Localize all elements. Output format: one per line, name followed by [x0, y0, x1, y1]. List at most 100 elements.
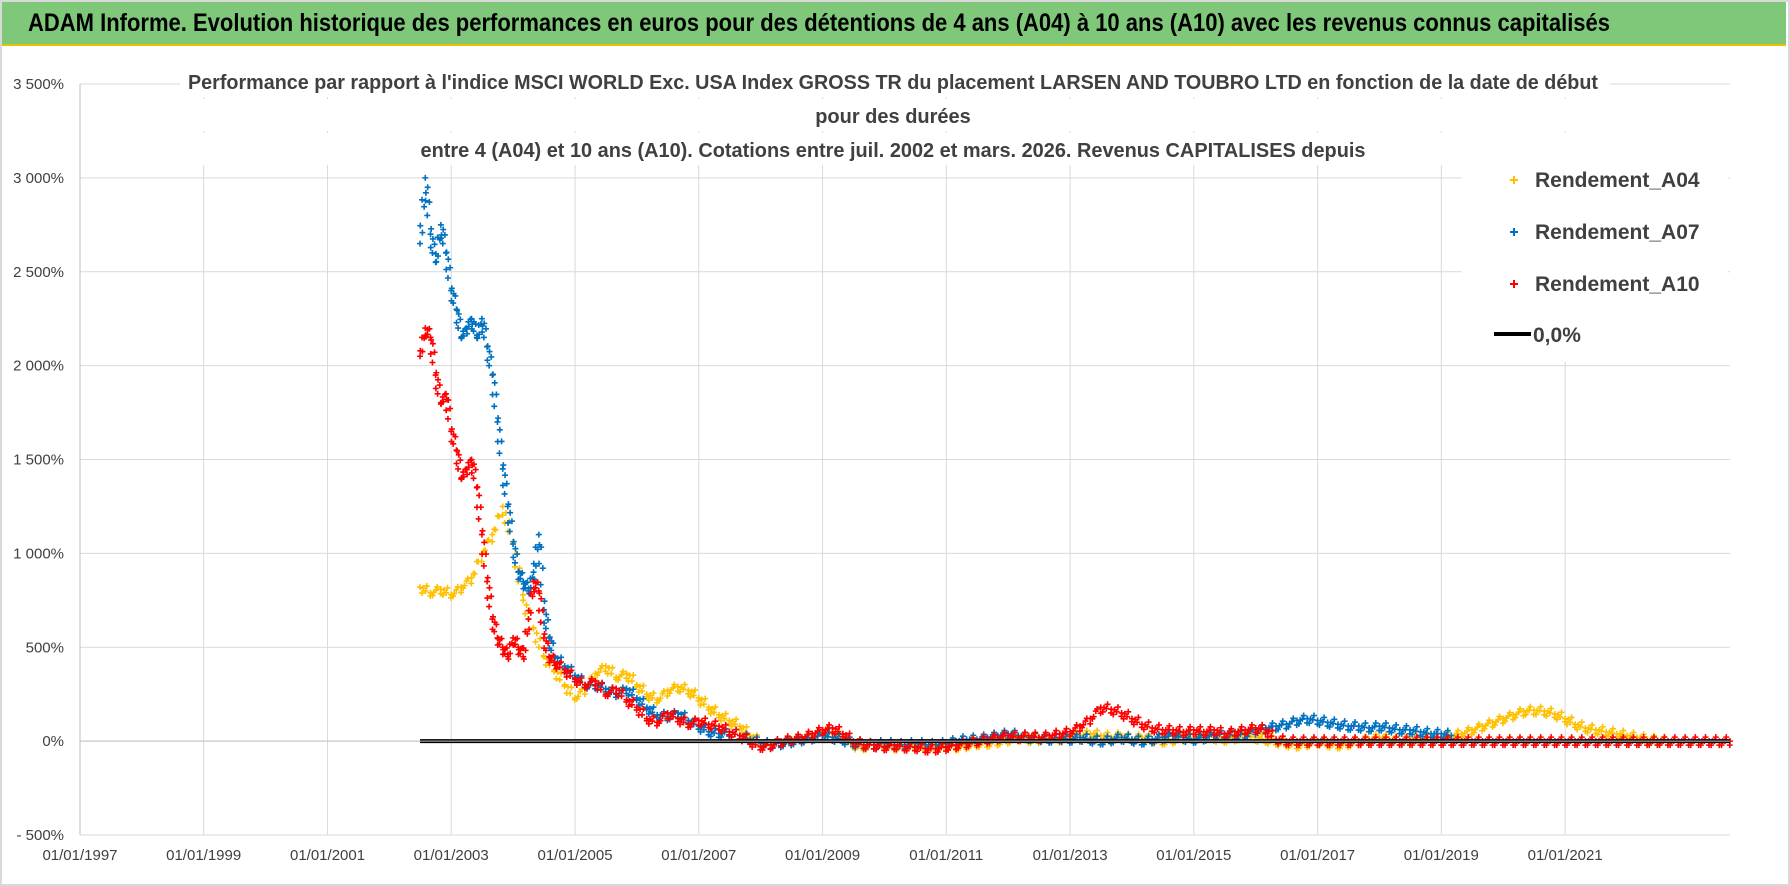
data-point	[1594, 731, 1601, 738]
data-point	[458, 335, 465, 342]
data-point	[740, 724, 747, 731]
data-point	[486, 362, 493, 369]
data-point	[1216, 729, 1223, 736]
data-point	[1145, 733, 1152, 740]
data-point	[1104, 701, 1111, 708]
data-point	[439, 591, 446, 598]
data-point	[1058, 733, 1065, 740]
data-point	[1114, 731, 1121, 738]
data-point	[1568, 714, 1575, 721]
data-point	[623, 685, 630, 692]
data-point	[458, 589, 465, 596]
data-point	[1306, 720, 1313, 727]
data-point	[534, 579, 541, 586]
data-point	[545, 616, 552, 623]
data-point	[1357, 727, 1364, 734]
data-point	[426, 199, 433, 206]
data-point	[563, 673, 570, 680]
data-point	[1114, 704, 1121, 711]
data-point	[1172, 731, 1179, 738]
data-point	[917, 745, 924, 752]
data-point	[608, 670, 615, 677]
data-point	[1166, 722, 1173, 729]
data-point	[677, 721, 684, 728]
data-point	[645, 710, 652, 717]
y-tick-label: 3 000%	[13, 170, 64, 187]
data-point	[457, 316, 464, 323]
data-point	[628, 678, 635, 685]
data-point	[450, 300, 457, 307]
data-point	[539, 565, 546, 572]
x-tick-label: 01/01/2007	[661, 847, 736, 864]
data-point	[647, 705, 654, 712]
data-point	[1522, 711, 1529, 718]
data-point	[1393, 721, 1400, 728]
data-point	[716, 711, 723, 718]
data-point	[831, 730, 838, 737]
data-point	[628, 701, 635, 708]
data-point	[1475, 720, 1482, 727]
data-point	[721, 715, 728, 722]
data-point	[417, 240, 424, 247]
data-point	[484, 578, 491, 585]
data-point	[623, 696, 630, 703]
data-point	[1130, 721, 1137, 728]
legend-backdrop	[1462, 152, 1728, 362]
series-rendement_a07	[417, 174, 1455, 752]
data-point	[489, 538, 496, 545]
data-point	[441, 231, 448, 238]
data-point	[1620, 727, 1627, 734]
legend-marker	[1510, 228, 1518, 236]
banner-title: ADAM Informe. Evolution historique des p…	[28, 8, 1611, 37]
data-point	[637, 696, 644, 703]
data-point	[444, 415, 451, 422]
data-point	[588, 675, 595, 682]
data-point	[602, 663, 609, 670]
data-point	[556, 676, 563, 683]
data-point	[1331, 716, 1338, 723]
data-point	[455, 325, 462, 332]
data-point	[573, 695, 580, 702]
data-point	[1352, 719, 1359, 726]
data-point	[1099, 708, 1106, 715]
data-point	[537, 619, 544, 626]
data-point	[1470, 729, 1477, 736]
data-point	[700, 719, 707, 726]
data-point	[1562, 715, 1569, 722]
data-point	[1021, 729, 1028, 736]
data-point	[1264, 733, 1271, 740]
data-point	[503, 644, 510, 651]
data-point	[477, 504, 484, 511]
data-point	[488, 353, 495, 360]
data-point	[522, 610, 529, 617]
data-point	[733, 726, 740, 733]
data-point	[749, 744, 756, 751]
data-point	[535, 644, 542, 651]
data-point	[1104, 733, 1111, 740]
data-point	[728, 733, 735, 740]
data-point	[630, 686, 637, 693]
data-point	[498, 635, 505, 642]
data-point	[1269, 720, 1276, 727]
data-point	[1207, 723, 1214, 730]
data-point	[945, 747, 952, 754]
data-point	[1266, 728, 1273, 735]
data-point	[708, 705, 715, 712]
data-point	[675, 709, 682, 716]
data-point	[1072, 724, 1079, 731]
data-point	[1128, 715, 1135, 722]
data-point	[1553, 716, 1560, 723]
data-point	[1295, 720, 1302, 727]
data-point	[1187, 723, 1194, 730]
data-point	[503, 480, 510, 487]
data-point	[1011, 729, 1018, 736]
data-point	[1288, 718, 1295, 725]
data-point	[1341, 718, 1348, 725]
report-banner: ADAM Informe. Evolution historique des p…	[2, 2, 1786, 46]
data-point	[1589, 721, 1596, 728]
data-point	[1079, 724, 1086, 731]
data-point	[460, 585, 467, 592]
data-point	[533, 630, 540, 637]
data-point	[597, 686, 604, 693]
data-point	[472, 466, 479, 473]
